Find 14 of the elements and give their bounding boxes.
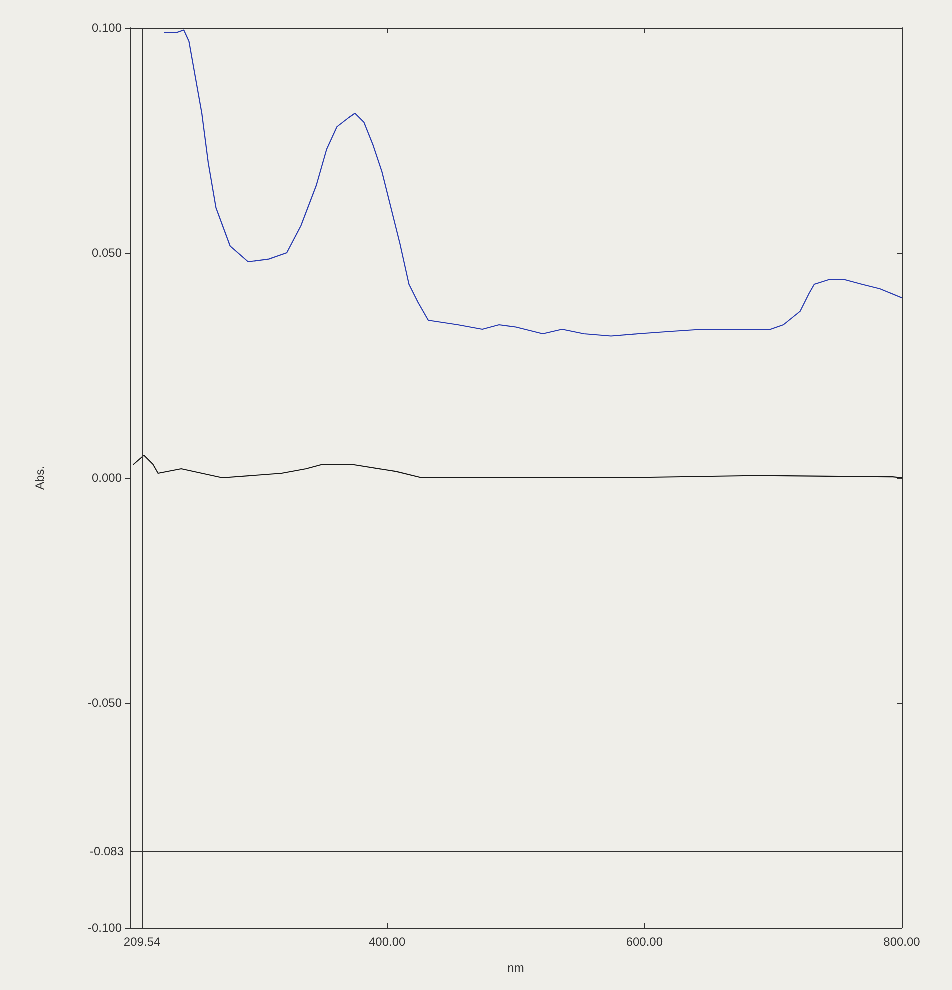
line-series bbox=[164, 30, 903, 337]
y-tick-label: 0.100 bbox=[92, 21, 122, 35]
y-tick-label: 0.050 bbox=[92, 246, 122, 260]
x-tick-label: 400.00 bbox=[368, 935, 406, 949]
line-series bbox=[133, 454, 903, 479]
y-axis-title: Abs. bbox=[33, 466, 47, 490]
x-tick-label: 800.00 bbox=[884, 935, 921, 949]
x-axis-title: nm bbox=[508, 961, 524, 975]
x-tick-label: 600.00 bbox=[626, 935, 664, 949]
y-tick-label: -0.050 bbox=[88, 696, 122, 710]
ref-line-label: -0.083 bbox=[90, 844, 124, 858]
ref-line-label: 209.54 bbox=[124, 935, 161, 949]
y-tick-label: 0.000 bbox=[92, 471, 122, 485]
y-tick-label: -0.100 bbox=[88, 921, 122, 935]
